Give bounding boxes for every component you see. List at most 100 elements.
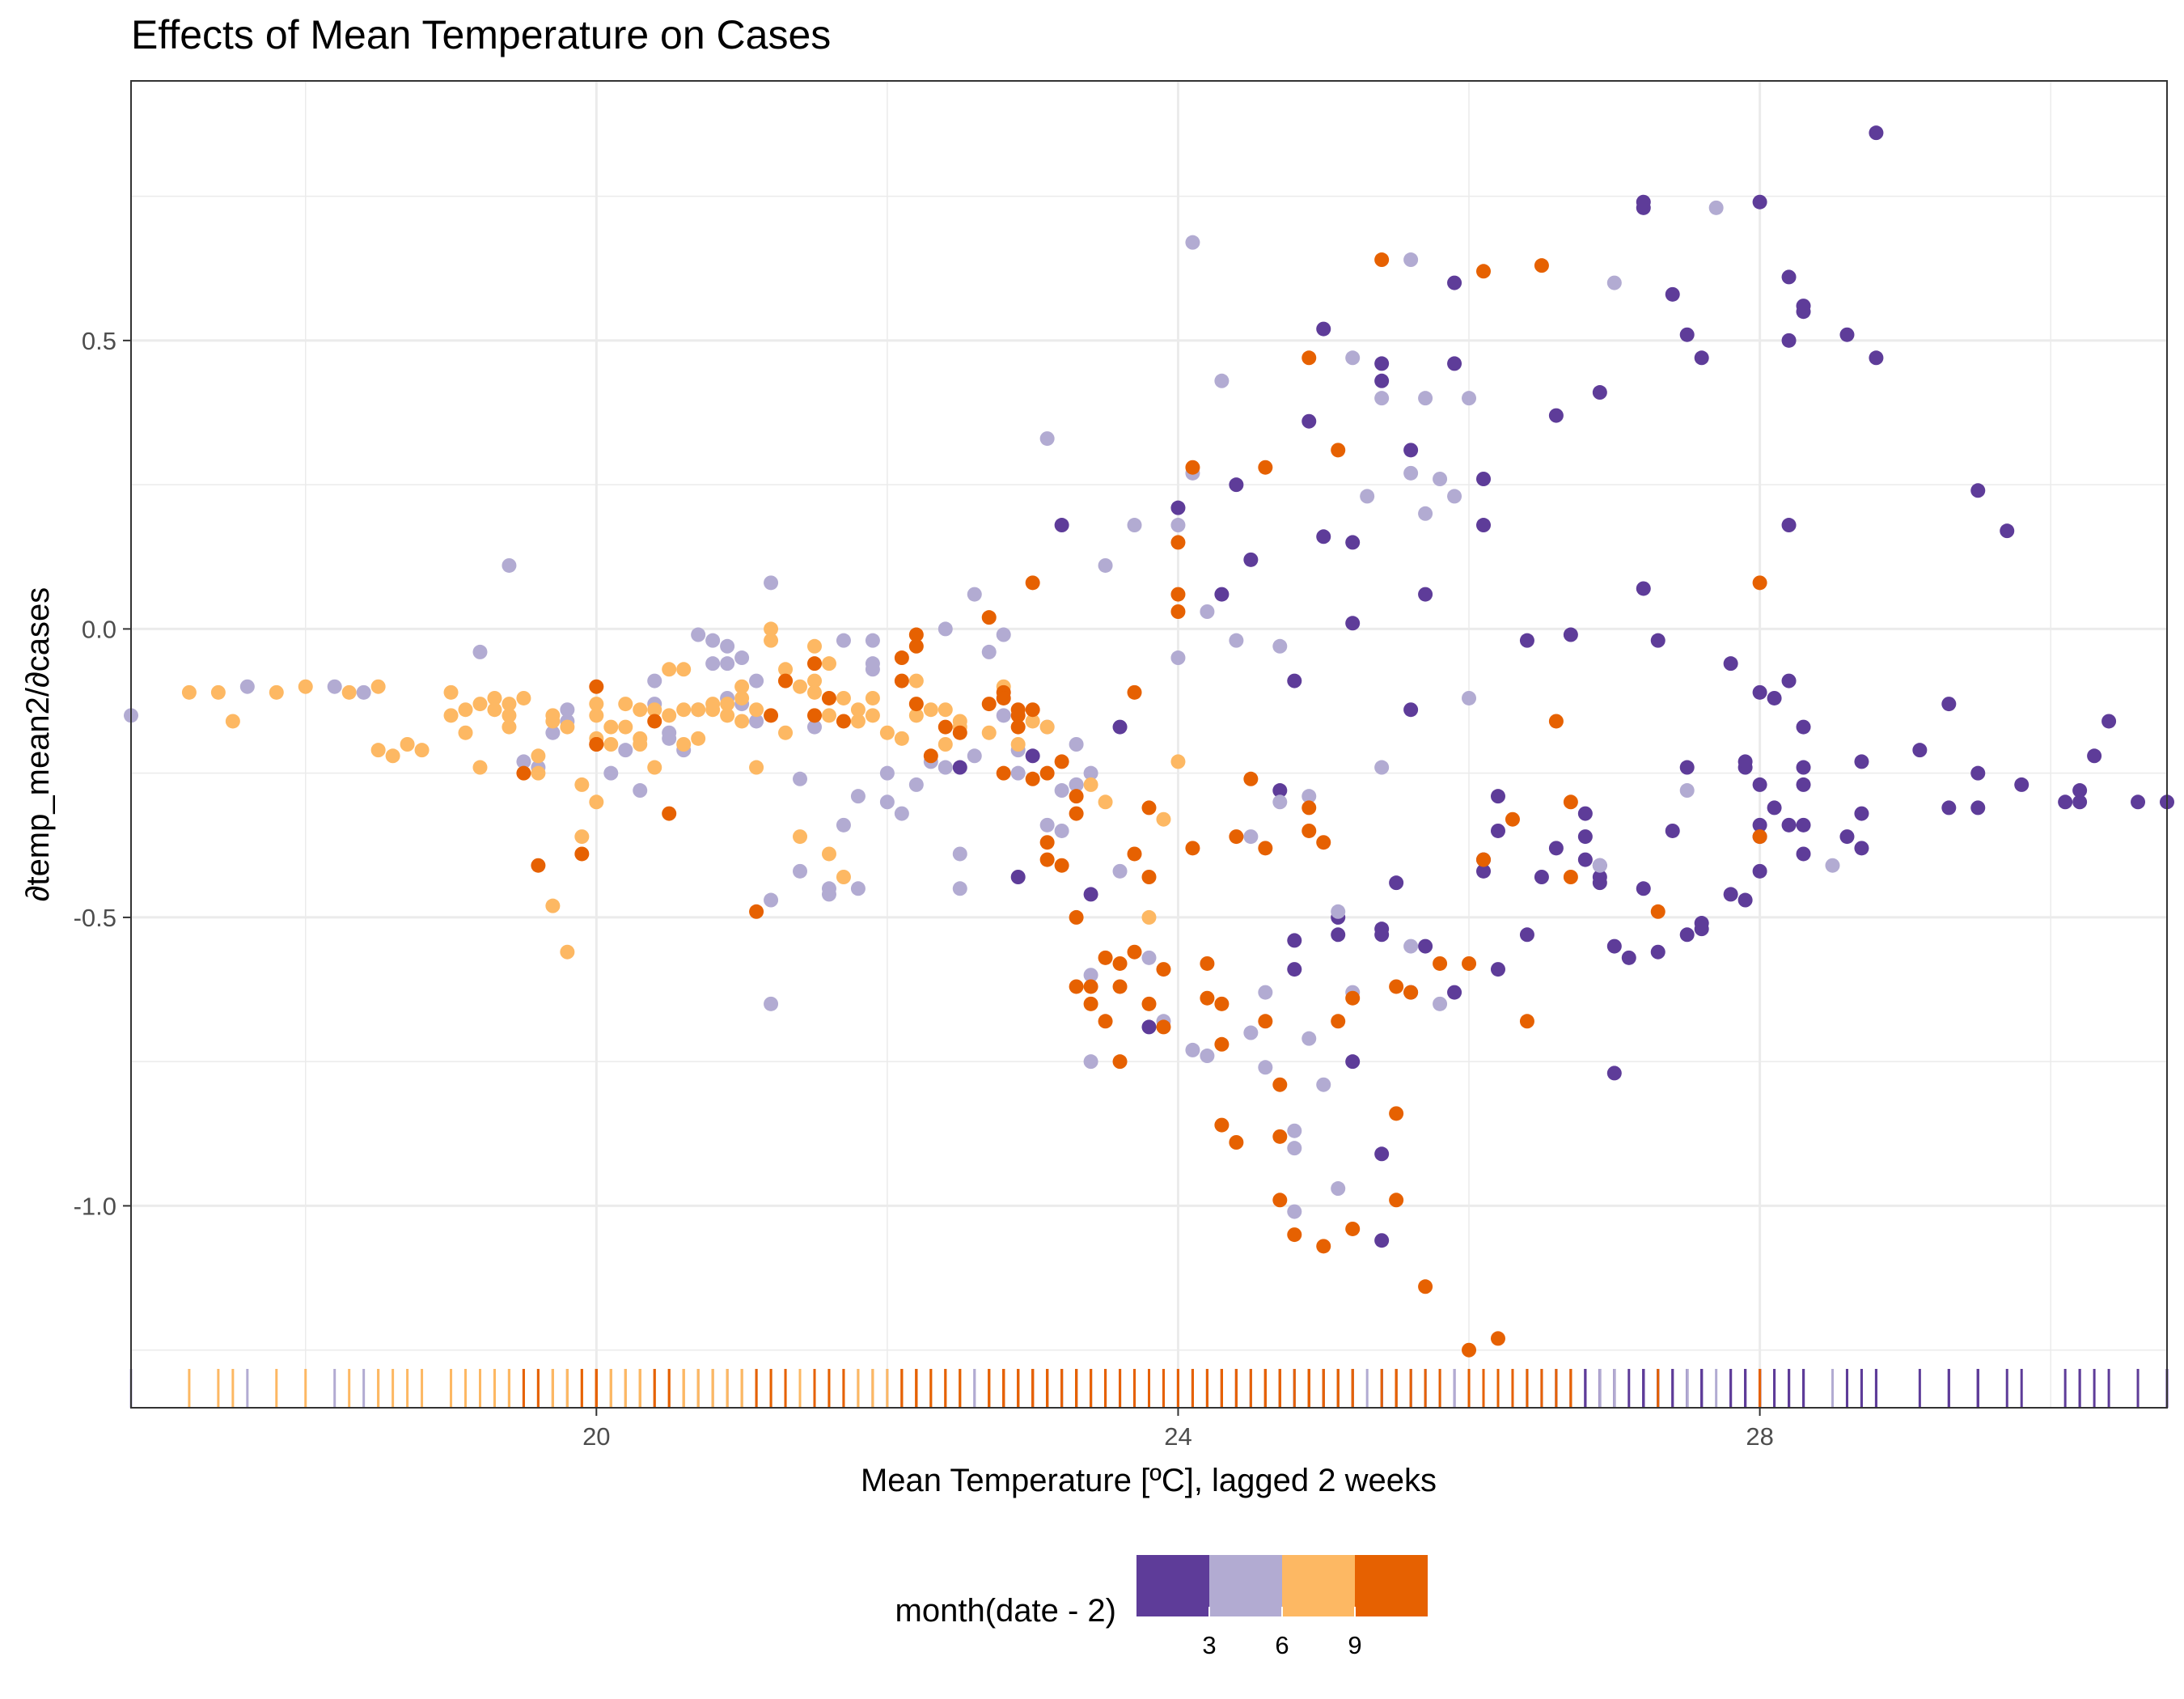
data-point [1592,875,1607,891]
data-point [1141,800,1157,816]
data-point [1941,800,1957,816]
data-point [821,708,836,723]
data-point [1243,552,1259,567]
data-point [1781,673,1797,688]
data-point [865,633,880,648]
data-point [2014,777,2030,792]
data-point [1112,955,1128,971]
data-point [1098,557,1113,573]
data-point [1403,443,1419,458]
data-point [1141,870,1157,884]
data-point [981,725,997,740]
data-point [836,714,851,729]
data-point [1083,777,1098,792]
data-point [1839,327,1855,342]
data-point [603,737,619,752]
legend-labels: 3 6 9 [1202,1607,1362,1659]
data-point [938,702,953,718]
data-point [1039,817,1055,833]
y-axis-ticks: -1.0 -0.5 0.0 0.5 [74,327,131,1220]
data-point [1418,1279,1433,1294]
data-point [1214,373,1230,388]
data-point [850,714,866,729]
data-point [1039,835,1055,850]
data-point [269,684,284,700]
y-tick-label: -1.0 [74,1192,116,1220]
data-point [2072,794,2088,810]
data-point [1287,1227,1302,1243]
data-point [1476,264,1492,279]
data-point [1069,806,1084,821]
data-point [1781,518,1797,533]
data-point [487,690,502,705]
x-tick-label: 28 [1746,1422,1773,1451]
data-point [1054,783,1069,799]
data-point [1796,719,1811,735]
data-point [1214,1117,1230,1133]
data-point [1112,1054,1128,1070]
data-point [1563,870,1578,884]
data-point [1069,737,1084,752]
data-point [1302,1031,1317,1046]
data-point [734,679,750,694]
data-point [1331,1014,1346,1029]
data-point [1083,968,1098,983]
data-point [1025,714,1040,729]
data-point [938,621,953,637]
data-point [1141,996,1157,1011]
data-point [705,633,721,648]
data-point [531,748,546,764]
data-point [618,697,633,712]
data-point [1185,460,1200,475]
plot-background [131,81,2167,1408]
data-point [443,684,459,700]
data-point [1548,714,1564,729]
data-point [1577,829,1593,845]
data-point [865,690,880,705]
data-point [793,863,808,879]
data-point [1039,765,1055,781]
data-point [1141,909,1157,925]
data-point [589,679,604,694]
data-point [720,708,735,723]
data-point [1548,841,1564,856]
data-point [516,765,531,781]
data-point [981,697,997,712]
data-point [908,673,924,688]
data-point [1112,863,1128,879]
color-legend: month(date - 2) 3 6 9 [895,1555,1428,1659]
data-point [1374,356,1390,371]
data-point [1490,962,1505,977]
data-point [662,708,677,723]
data-point [1519,927,1534,943]
data-point [778,662,794,677]
legend-label: 9 [1348,1631,1361,1659]
data-point [1839,829,1855,845]
data-point [1170,500,1186,515]
data-point [1752,817,1767,833]
data-point [502,557,517,573]
data-point [589,737,604,752]
data-point [1214,1036,1230,1052]
data-point [1679,327,1695,342]
data-point [806,673,822,688]
data-point [1287,962,1302,977]
data-point [1345,990,1361,1006]
data-point [1490,789,1505,804]
data-point [443,708,459,723]
data-point [1054,518,1069,533]
data-point [850,789,866,804]
data-point [1869,125,1884,141]
data-point [1010,702,1026,718]
data-point [1752,684,1767,700]
data-point [938,719,953,735]
data-point [662,806,677,821]
data-point [1272,783,1288,799]
data-point [1403,252,1419,268]
data-point [879,725,895,740]
data-point [806,708,822,723]
data-point [662,725,677,740]
data-point [1462,391,1477,406]
data-point [1519,1014,1534,1029]
data-point [2101,714,2117,729]
